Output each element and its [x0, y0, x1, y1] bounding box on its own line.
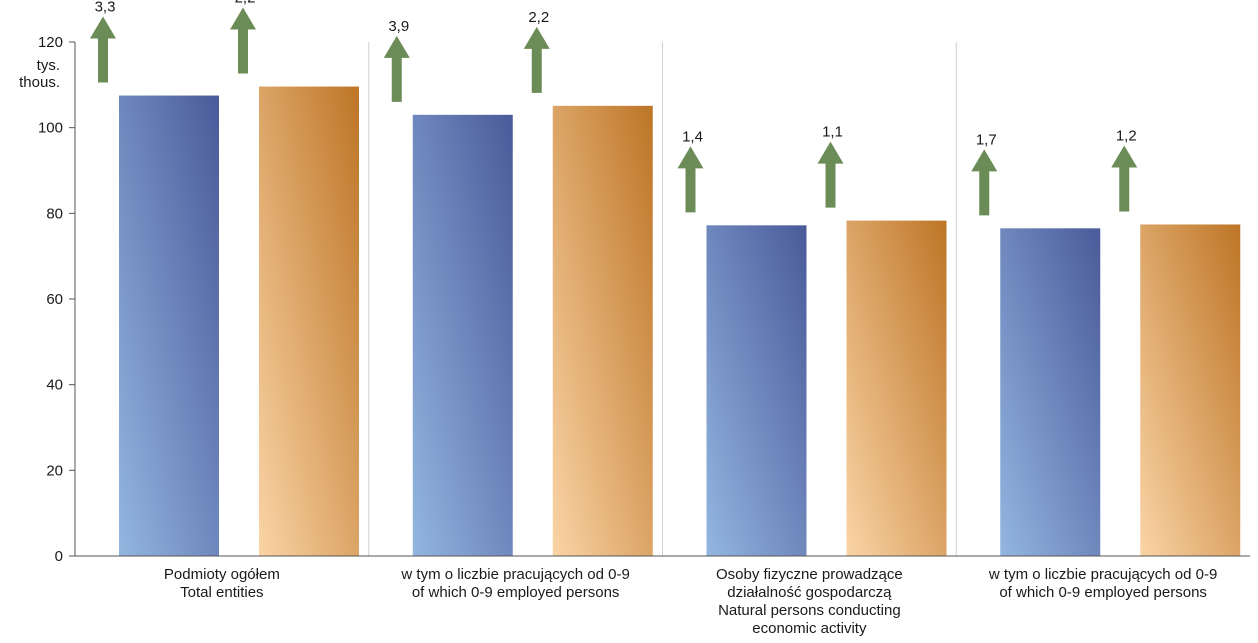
category-label: Total entities: [180, 584, 263, 601]
category-label: of which 0-9 employed persons: [999, 584, 1207, 601]
y-tick-label: 80: [46, 205, 63, 222]
up-arrow-icon: [90, 16, 116, 83]
category-label: Osoby fizyczne prowadzące: [716, 566, 903, 583]
change-label: 1,7: [976, 131, 997, 148]
category-label: działalność gospodarczą: [727, 584, 892, 601]
y-unit-label-pl: tys.: [37, 57, 60, 74]
change-label: 1,1: [822, 124, 843, 141]
bars: [119, 86, 1241, 557]
change-arrows: 3,3 3,9 1,4 1,7 2,2 2,2 1,1 1,2: [90, 0, 1138, 216]
change-label: 3,9: [388, 18, 409, 35]
grid-lines: [368, 42, 957, 556]
bar-series-1-cat-1: [552, 105, 653, 557]
category-label: economic activity: [752, 620, 867, 637]
change-label: 2,2: [235, 0, 256, 7]
bar-series-0-cat-1: [412, 114, 513, 557]
bar-series-0-cat-0: [119, 95, 219, 557]
category-label: w tym o liczbie pracujących od 0-9: [400, 566, 629, 583]
up-arrow-icon: [817, 141, 844, 208]
change-label: 2,2: [528, 9, 549, 26]
y-axis-ticks: 0 20 40 60 80 100 120: [38, 34, 75, 565]
category-label: Natural persons conducting: [718, 602, 901, 619]
bar-series-1-cat-3: [1140, 224, 1241, 556]
change-label: 1,2: [1116, 127, 1137, 144]
up-arrow-icon: [677, 146, 704, 213]
up-arrow-icon: [1111, 145, 1138, 212]
category-label: w tym o liczbie pracujących od 0-9: [988, 566, 1217, 583]
up-arrow-icon: [383, 35, 410, 102]
y-tick-label: 100: [38, 120, 63, 137]
y-tick-label: 0: [55, 548, 63, 565]
up-arrow-icon: [971, 149, 998, 216]
y-unit-label-en: thous.: [19, 74, 60, 91]
category-label: Podmioty ogółem: [164, 566, 280, 583]
bar-series-0-cat-2: [706, 225, 807, 556]
y-tick-label: 60: [46, 291, 63, 308]
y-tick-label: 120: [38, 34, 63, 51]
up-arrow-icon: [523, 26, 550, 93]
bar-series-1-cat-0: [259, 86, 359, 557]
bar-series-1-cat-2: [846, 220, 947, 557]
bar-series-0-cat-3: [1000, 228, 1101, 556]
y-tick-label: 40: [46, 377, 63, 394]
category-label: of which 0-9 employed persons: [412, 584, 620, 601]
up-arrow-icon: [230, 7, 256, 74]
y-tick-label: 20: [46, 462, 63, 479]
change-label: 1,4: [682, 128, 703, 145]
change-label: 3,3: [95, 0, 116, 16]
